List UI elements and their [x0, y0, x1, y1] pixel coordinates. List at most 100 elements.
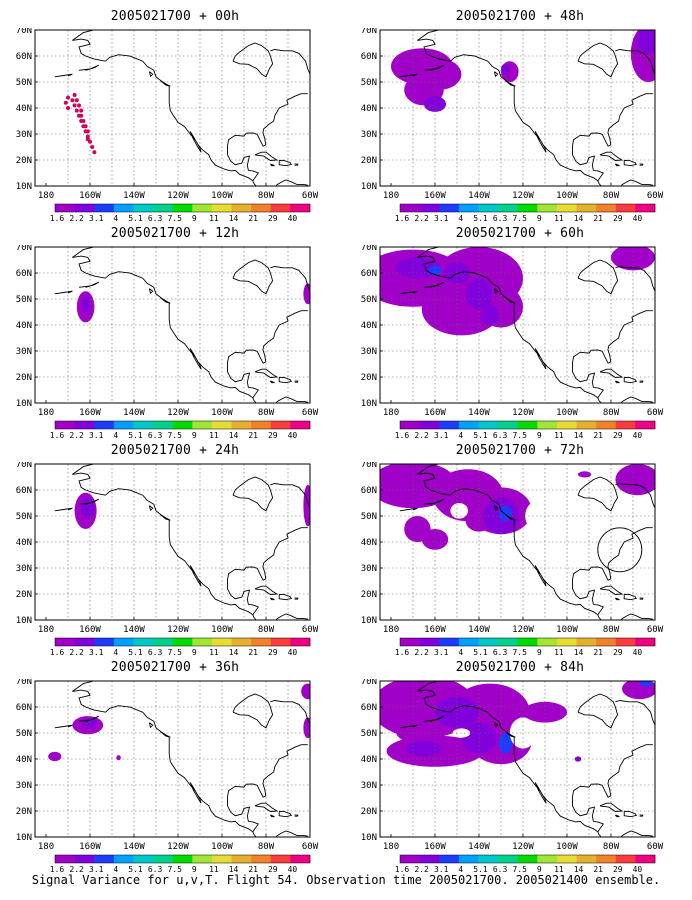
coastline-arctic — [417, 247, 441, 258]
colorbar-label: 29 — [613, 648, 623, 657]
lat-label: 50N — [361, 295, 377, 305]
colorbar-swatch — [635, 421, 656, 429]
variance-shading — [395, 717, 440, 744]
colorbar-swatch — [172, 204, 193, 212]
island — [160, 297, 171, 304]
island — [270, 597, 276, 601]
colorbar-label: 6.3 — [493, 431, 508, 440]
lat-label: 60N — [361, 486, 377, 496]
lon-label: 160W — [424, 625, 446, 635]
colorbar-label: 40 — [633, 431, 643, 440]
colorbar-label: 9 — [537, 865, 542, 874]
coastline-gulf — [572, 744, 653, 833]
variance-shading — [481, 304, 499, 325]
colorbar-swatch — [55, 855, 75, 863]
colorbar-label: 29 — [268, 431, 278, 440]
colorbar-swatch — [231, 855, 252, 863]
colorbar-label: 5.1 — [128, 431, 143, 440]
island — [54, 724, 73, 729]
colorbar-swatch — [615, 855, 636, 863]
colorbar-label: 29 — [268, 648, 278, 657]
lat-label: 40N — [361, 755, 377, 765]
lat-label: 50N — [16, 78, 32, 88]
colorbar-swatch — [153, 204, 173, 212]
lat-label: 10N — [361, 182, 377, 192]
colorbar-swatch — [596, 855, 617, 863]
colorbar-label: 1.6 — [395, 865, 410, 874]
colorbar-swatch — [537, 855, 558, 863]
colorbar-swatch — [478, 638, 499, 646]
colorbar-label: 4 — [458, 648, 463, 657]
colorbar-label: 21 — [248, 431, 258, 440]
coastline — [417, 255, 653, 403]
coastline — [72, 689, 308, 837]
colorbar-label: 7.5 — [167, 431, 182, 440]
lon-label: 140W — [123, 625, 145, 635]
island — [493, 505, 499, 512]
colorbar-label: 6.3 — [148, 431, 163, 440]
flight-track-point — [72, 93, 77, 97]
island — [599, 368, 624, 378]
colorbar-label: 40 — [633, 865, 643, 874]
colorbar-label: 7.5 — [167, 214, 182, 223]
colorbar-swatch — [556, 204, 577, 212]
colorbar-swatch — [251, 855, 272, 863]
colorbar-label: 40 — [288, 431, 298, 440]
colorbar-swatch — [153, 855, 173, 863]
colorbar-label: 2.2 — [414, 214, 429, 223]
colorbar-frame — [399, 637, 656, 647]
colorbar-swatch — [231, 204, 252, 212]
colorbar-label: 29 — [268, 214, 278, 223]
island — [254, 368, 279, 378]
colorbar-label: 11 — [209, 865, 219, 874]
variance-shading — [303, 484, 310, 527]
colorbar-swatch — [458, 855, 479, 863]
colorbar-frame — [54, 637, 311, 647]
lon-label: 140W — [123, 842, 145, 852]
variance-shading — [574, 756, 582, 762]
variance-shading — [615, 464, 655, 496]
colorbar-swatch — [113, 638, 134, 646]
colorbar-label: 14 — [574, 431, 584, 440]
panel-12h: 2005021700 + 12h 70N 60N 50N 40N 30N 20N 10N 18… — [5, 225, 345, 443]
coastline-labrador — [615, 483, 655, 509]
colorbar-label: 6.3 — [148, 865, 163, 874]
lat-label: 70N — [361, 679, 377, 687]
colorbar-label: 11 — [554, 431, 564, 440]
lat-label: 60N — [361, 52, 377, 62]
colorbar-label: 3.1 — [434, 648, 449, 657]
lat-label: 20N — [361, 807, 377, 817]
colorbar-swatch — [400, 204, 420, 212]
colorbar-label: 40 — [633, 648, 643, 657]
lat-label: 30N — [361, 130, 377, 140]
variance-shading — [406, 740, 442, 757]
island — [148, 505, 154, 512]
colorbar-swatch — [458, 421, 479, 429]
colorbar-swatch — [635, 855, 656, 863]
colorbar-swatch — [556, 638, 577, 646]
island — [493, 722, 499, 729]
colorbar-swatch — [74, 421, 95, 429]
colorbar-swatch — [172, 421, 193, 429]
lon-label: 80W — [258, 408, 275, 418]
variance-shading — [116, 755, 121, 761]
colorbar-swatch — [537, 204, 558, 212]
lon-label: 100W — [211, 191, 233, 201]
colorbar-swatch — [231, 421, 252, 429]
flight-track-point — [63, 100, 68, 105]
colorbar-swatch — [615, 638, 636, 646]
map-48h: 70N 60N 50N 40N 30N 20N 10N 180 160W 140W 120W 100W… — [350, 28, 690, 226]
colorbar-swatch — [615, 204, 636, 212]
variance-shading — [48, 751, 62, 762]
colorbar-swatch — [419, 421, 440, 429]
colorbar-swatch — [251, 638, 272, 646]
coastline-hudson-bay — [577, 476, 619, 512]
coastline-gulf — [227, 744, 308, 833]
lon-label: 60W — [302, 408, 319, 418]
colorbar-swatch — [576, 204, 597, 212]
island — [160, 514, 171, 521]
colorbar-swatch — [576, 421, 597, 429]
island — [623, 593, 638, 601]
panel-36h: 2005021700 + 36h 70N 60N 50N 40N 30N 20N 10N 18… — [5, 659, 345, 877]
variance-shading — [465, 278, 493, 310]
